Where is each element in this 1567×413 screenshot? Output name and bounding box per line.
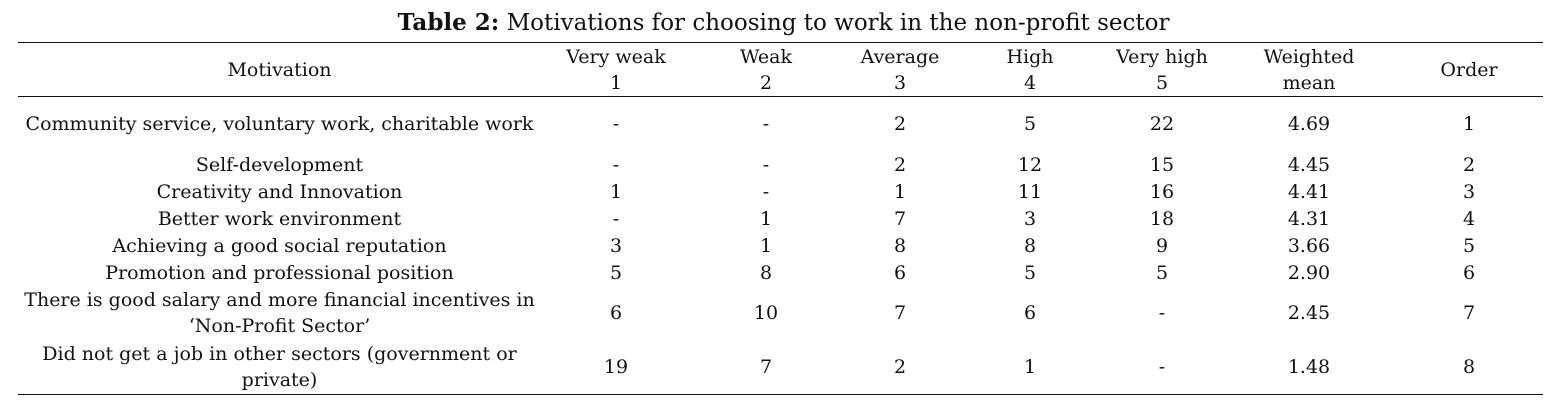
column-header-average: Average 3 bbox=[860, 45, 940, 94]
cell-weak: - bbox=[762, 153, 770, 176]
cell-very-weak: 1 bbox=[609, 180, 623, 203]
table-row: Better work environment - 1 7 3 18 4.31 … bbox=[18, 205, 1543, 232]
table-row: Community service, voluntary work, chari… bbox=[18, 97, 1543, 152]
cell-order: 1 bbox=[1462, 113, 1476, 135]
cell-high: 8 bbox=[1023, 234, 1037, 257]
table-row: There is good salary and more financial … bbox=[18, 286, 1543, 340]
column-header-motivation: Motivation bbox=[227, 58, 332, 81]
table-caption-label: Table 2: bbox=[397, 9, 500, 36]
column-header-high: High 4 bbox=[1006, 45, 1054, 94]
table-row: Achieving a good social reputation 3 1 8… bbox=[18, 232, 1543, 259]
cell-weighted-mean: 4.31 bbox=[1287, 207, 1331, 230]
cell-very-high: 5 bbox=[1155, 261, 1169, 284]
cell-very-weak: - bbox=[612, 113, 620, 135]
cell-average: 2 bbox=[893, 113, 907, 135]
cell-motivation: Did not get a job in other sectors (gove… bbox=[42, 343, 517, 391]
column-header-very-high: Very high 5 bbox=[1116, 45, 1208, 94]
cell-very-weak: 3 bbox=[609, 234, 623, 257]
cell-average: 7 bbox=[893, 302, 907, 324]
cell-very-high: - bbox=[1158, 302, 1166, 324]
column-header-order: Order bbox=[1440, 58, 1498, 81]
table-row: Did not get a job in other sectors (gove… bbox=[18, 340, 1543, 395]
cell-order: 3 bbox=[1462, 180, 1476, 203]
cell-motivation: Self-development bbox=[195, 153, 364, 176]
table-caption: Table 2: Motivations for choosing to wor… bbox=[0, 8, 1567, 38]
cell-high: 11 bbox=[1017, 180, 1043, 203]
cell-very-high: 22 bbox=[1149, 113, 1175, 135]
cell-order: 7 bbox=[1462, 302, 1476, 324]
column-header-weak: Weak 2 bbox=[739, 45, 793, 94]
cell-average: 2 bbox=[893, 356, 907, 378]
cell-order: 4 bbox=[1462, 207, 1476, 230]
cell-order: 5 bbox=[1462, 234, 1476, 257]
cell-motivation: Creativity and Innovation bbox=[156, 180, 403, 203]
cell-very-high: 16 bbox=[1149, 180, 1175, 203]
cell-weak: - bbox=[762, 180, 770, 203]
cell-weighted-mean: 2.90 bbox=[1287, 261, 1331, 284]
cell-very-high: 15 bbox=[1149, 153, 1175, 176]
cell-high: 1 bbox=[1023, 356, 1037, 378]
cell-weighted-mean: 4.41 bbox=[1287, 180, 1331, 203]
cell-weighted-mean: 2.45 bbox=[1287, 302, 1331, 324]
cell-average: 2 bbox=[893, 153, 907, 176]
cell-high: 3 bbox=[1023, 207, 1037, 230]
cell-average: 8 bbox=[893, 234, 907, 257]
cell-weighted-mean: 4.69 bbox=[1287, 113, 1331, 135]
cell-order: 6 bbox=[1462, 261, 1476, 284]
cell-very-weak: 19 bbox=[603, 356, 629, 378]
cell-weighted-mean: 1.48 bbox=[1287, 356, 1331, 378]
table-row: Creativity and Innovation 1 - 1 11 16 4.… bbox=[18, 178, 1543, 205]
cell-weak: 10 bbox=[753, 302, 779, 324]
cell-motivation: Better work environment bbox=[157, 207, 402, 230]
cell-order: 2 bbox=[1462, 153, 1476, 176]
cell-very-weak: - bbox=[612, 207, 620, 230]
column-header-weighted-mean: Weighted mean bbox=[1263, 45, 1355, 94]
cell-high: 5 bbox=[1023, 113, 1037, 135]
cell-weak: 1 bbox=[759, 234, 773, 257]
cell-high: 6 bbox=[1023, 302, 1037, 324]
cell-motivation: Achieving a good social reputation bbox=[112, 234, 447, 257]
table-header-row: Motivation Very weak 1 Weak 2 Average 3 … bbox=[18, 42, 1543, 97]
cell-average: 1 bbox=[893, 180, 907, 203]
column-header-very-weak: Very weak 1 bbox=[566, 45, 666, 94]
cell-weak: 1 bbox=[759, 207, 773, 230]
cell-motivation: There is good salary and more financial … bbox=[24, 289, 535, 337]
cell-weighted-mean: 4.45 bbox=[1287, 153, 1331, 176]
motivations-table: Motivation Very weak 1 Weak 2 Average 3 … bbox=[18, 42, 1543, 395]
cell-very-weak: 6 bbox=[609, 302, 623, 324]
cell-motivation: Community service, voluntary work, chari… bbox=[25, 113, 534, 135]
cell-average: 7 bbox=[893, 207, 907, 230]
cell-average: 6 bbox=[893, 261, 907, 284]
cell-weighted-mean: 3.66 bbox=[1287, 234, 1331, 257]
cell-weak: - bbox=[762, 113, 770, 135]
table-caption-text: Motivations for choosing to work in the … bbox=[506, 10, 1170, 36]
cell-high: 5 bbox=[1023, 261, 1037, 284]
cell-very-high: - bbox=[1158, 356, 1166, 378]
cell-order: 8 bbox=[1462, 356, 1476, 378]
cell-very-high: 18 bbox=[1149, 207, 1175, 230]
cell-weak: 7 bbox=[759, 356, 773, 378]
table-row: Promotion and professional position 5 8 … bbox=[18, 259, 1543, 286]
table-row: Self-development - - 2 12 15 4.45 2 bbox=[18, 151, 1543, 178]
cell-motivation: Promotion and professional position bbox=[105, 261, 454, 284]
cell-very-weak: - bbox=[612, 153, 620, 176]
cell-very-weak: 5 bbox=[609, 261, 623, 284]
cell-weak: 8 bbox=[759, 261, 773, 284]
cell-high: 12 bbox=[1017, 153, 1043, 176]
cell-very-high: 9 bbox=[1155, 234, 1169, 257]
